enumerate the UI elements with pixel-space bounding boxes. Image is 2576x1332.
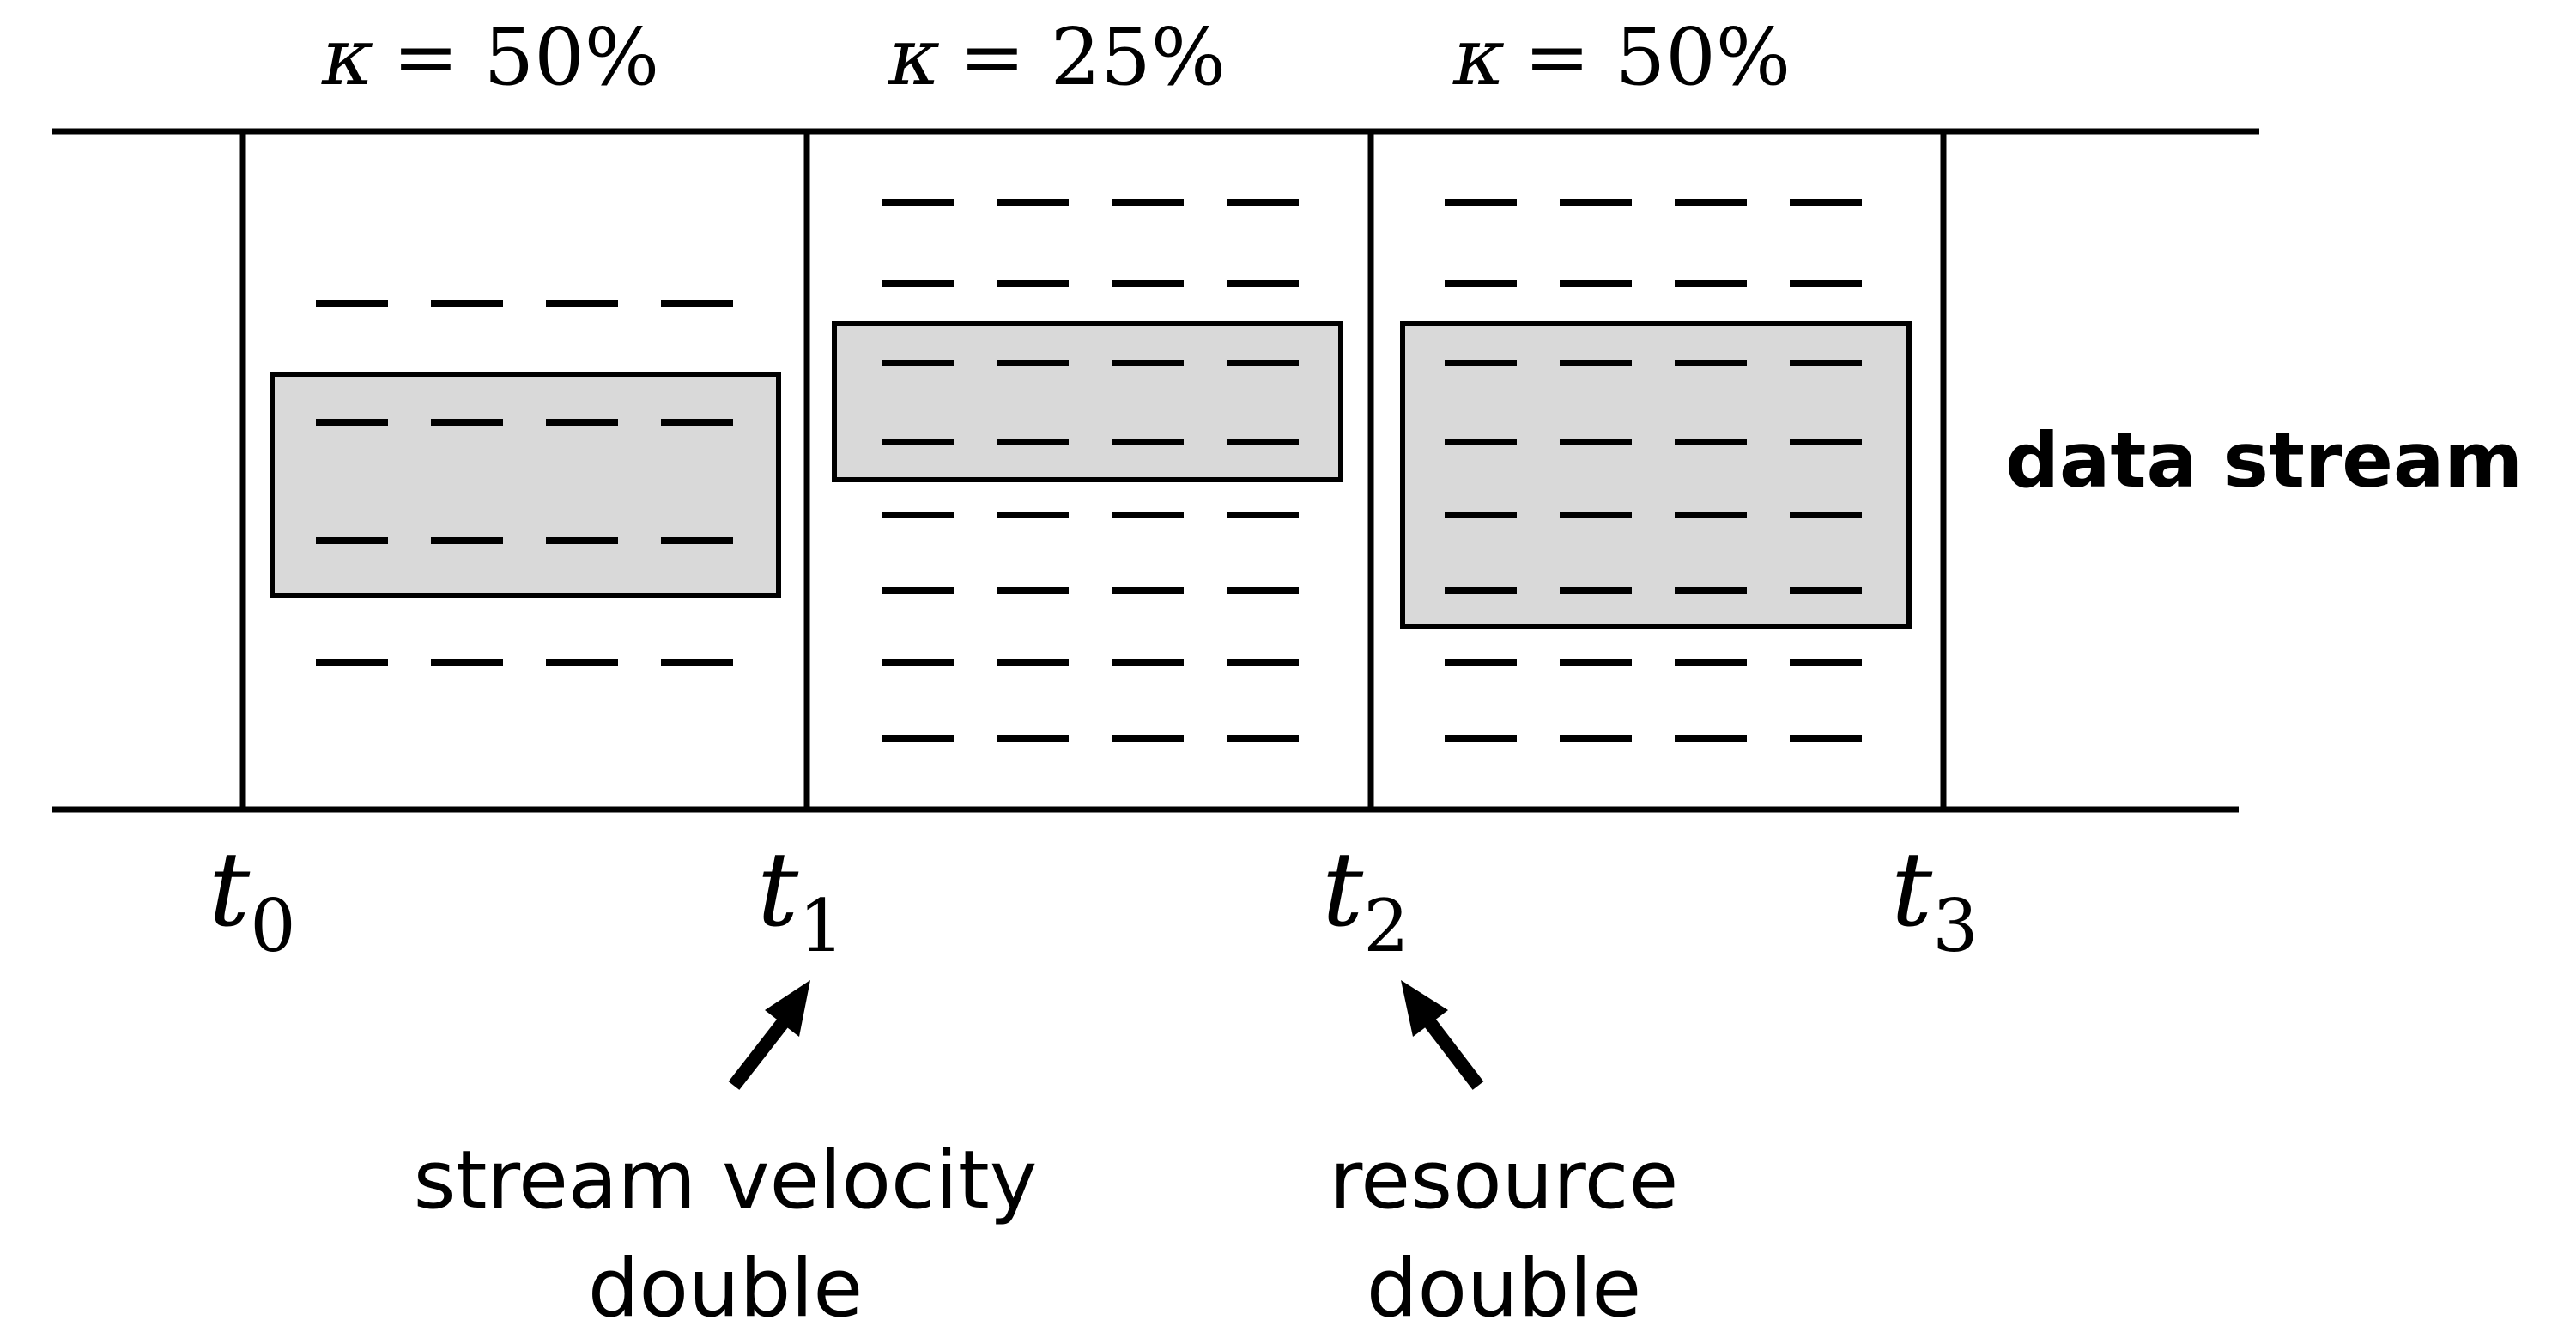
time-subscript: 2 (1363, 884, 1409, 968)
kappa-value: = 50% (392, 11, 659, 103)
time-letter: t (1322, 831, 1364, 950)
time-letter: t (209, 831, 251, 950)
arrow-up-right-icon (728, 980, 810, 1090)
time-mark-t3: t3 (1891, 831, 1979, 968)
time-letter: t (1891, 831, 1933, 950)
time-mark-t0: t0 (209, 831, 296, 968)
window-segment-1 (270, 372, 781, 598)
annotation-stream-velocity-line1: stream velocity (414, 1134, 1038, 1227)
windowed-data-items (316, 360, 1862, 594)
window-segment-2 (832, 321, 1343, 482)
time-letter: t (757, 831, 799, 950)
annotation-stream-velocity-line2: double (588, 1242, 863, 1332)
kappa-value: = 25% (959, 11, 1226, 103)
time-mark-t1: t1 (757, 831, 845, 968)
time-subscript: 0 (250, 884, 295, 968)
annotation-resource-line2: double (1367, 1242, 1641, 1332)
data-stream-label: data stream (2005, 416, 2523, 505)
data-items (316, 199, 1862, 742)
kappa-label-segment-2: κ = 25% (888, 11, 1226, 103)
kappa-label-segment-3: κ = 50% (1452, 11, 1791, 103)
arrow-up-left-icon (1401, 980, 1484, 1090)
kappa-symbol: κ (888, 11, 940, 103)
kappa-symbol: κ (321, 11, 373, 103)
window-segment-3 (1400, 321, 1912, 629)
kappa-label-segment-1: κ = 50% (321, 11, 659, 103)
time-mark-t2: t2 (1322, 831, 1409, 968)
kappa-symbol: κ (1452, 11, 1505, 103)
time-subscript: 3 (1932, 884, 1978, 968)
annotation-resource-line1: resource (1330, 1134, 1679, 1227)
time-subscript: 1 (798, 884, 844, 968)
kappa-value: = 50% (1524, 11, 1791, 103)
